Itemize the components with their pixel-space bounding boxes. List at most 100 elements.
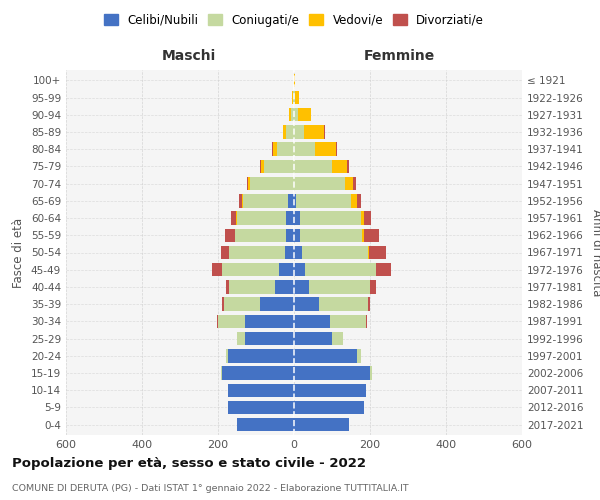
Bar [279,263,294,276]
Y-axis label: Fasce di età: Fasce di età [13,218,25,288]
Bar [229,246,284,259]
Y-axis label: Anni di nascita: Anni di nascita [590,209,600,296]
Bar [291,108,294,122]
Bar [286,212,294,225]
Bar [294,142,315,156]
Bar [294,298,319,311]
Bar [294,126,304,138]
Bar [248,177,250,190]
Bar [272,142,273,156]
Bar [353,177,356,190]
Bar [370,366,372,380]
Bar [225,228,235,242]
Text: Popolazione per età, sesso e stato civile - 2022: Popolazione per età, sesso e stato civil… [12,458,366,470]
Bar [224,298,260,311]
Bar [289,194,294,207]
Bar [294,194,296,207]
Bar [302,246,368,259]
Bar [260,298,294,311]
Bar [247,177,248,190]
Bar [245,332,294,345]
Bar [236,212,237,225]
Bar [218,314,245,328]
Bar [368,246,369,259]
Bar [250,177,294,190]
Bar [273,142,277,156]
Bar [237,212,286,225]
Bar [294,349,356,362]
Bar [239,194,242,207]
Bar [260,160,263,173]
Bar [376,263,391,276]
Bar [305,263,376,276]
Bar [362,228,364,242]
Bar [294,177,346,190]
Bar [286,228,294,242]
Bar [277,142,294,156]
Bar [226,349,227,362]
Bar [294,91,295,104]
Bar [294,418,349,432]
Bar [347,160,349,173]
Bar [332,332,343,345]
Bar [315,142,336,156]
Bar [245,314,294,328]
Bar [304,126,325,138]
Bar [300,228,362,242]
Bar [284,246,294,259]
Bar [294,108,298,122]
Text: COMUNE DI DERUTA (PG) - Dati ISTAT 1° gennaio 2022 - Elaborazione TUTTITALIA.IT: COMUNE DI DERUTA (PG) - Dati ISTAT 1° ge… [12,484,409,493]
Bar [330,314,366,328]
Bar [294,280,309,293]
Bar [368,298,370,311]
Bar [296,194,351,207]
Bar [293,91,294,104]
Bar [227,349,294,362]
Bar [370,280,376,293]
Bar [336,142,337,156]
Bar [364,228,379,242]
Bar [227,400,294,414]
Bar [212,263,222,276]
Bar [332,160,347,173]
Bar [235,228,286,242]
Text: Maschi: Maschi [162,48,216,62]
Bar [221,246,229,259]
Bar [226,280,229,293]
Bar [356,349,361,362]
Bar [294,366,370,380]
Bar [222,298,224,311]
Bar [294,384,366,397]
Bar [217,314,218,328]
Bar [292,91,293,104]
Bar [319,298,368,311]
Bar [366,314,367,328]
Bar [283,126,286,138]
Bar [351,194,356,207]
Bar [364,212,371,225]
Bar [369,246,386,259]
Bar [294,228,300,242]
Bar [346,177,353,190]
Bar [361,212,364,225]
Bar [275,280,294,293]
Bar [222,263,279,276]
Bar [237,332,245,345]
Bar [286,126,294,138]
Bar [356,194,361,207]
Bar [300,212,361,225]
Text: Femmine: Femmine [363,48,434,62]
Bar [294,314,330,328]
Bar [243,194,289,207]
Bar [229,280,275,293]
Bar [294,160,332,173]
Bar [221,366,222,380]
Bar [298,108,311,122]
Bar [295,91,299,104]
Bar [227,384,294,397]
Bar [294,246,302,259]
Bar [289,108,291,122]
Bar [309,280,370,293]
Bar [294,332,332,345]
Bar [294,400,364,414]
